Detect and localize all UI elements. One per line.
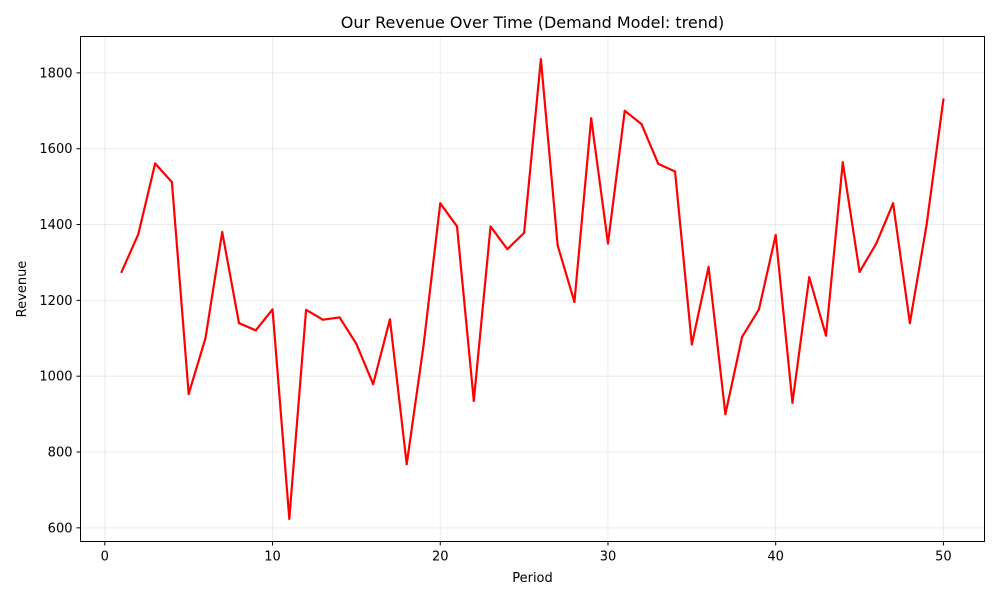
revenue-point xyxy=(154,162,157,165)
revenue-point xyxy=(707,265,710,269)
revenue-point xyxy=(908,322,911,325)
x-axis-label: Period xyxy=(512,571,553,586)
revenue-point xyxy=(640,122,643,126)
grid xyxy=(80,36,985,542)
revenue-point xyxy=(724,413,727,416)
x-tick-label: 20 xyxy=(432,550,449,565)
y-tick-label: 1400 xyxy=(39,218,72,233)
revenue-point xyxy=(137,232,140,236)
revenue-point xyxy=(875,242,878,245)
revenue-point xyxy=(841,161,844,164)
x-axis: 0 10 20 30 40 50 xyxy=(101,541,952,565)
revenue-point xyxy=(523,231,526,234)
revenue-point xyxy=(858,270,861,274)
revenue-point xyxy=(925,223,928,226)
revenue-point xyxy=(422,344,425,347)
revenue-point xyxy=(573,300,576,303)
revenue-point xyxy=(472,399,475,402)
revenue-point xyxy=(237,322,241,325)
revenue-point xyxy=(338,316,341,319)
y-tick-label: 600 xyxy=(48,521,73,536)
revenue-point xyxy=(757,308,761,311)
revenue-point xyxy=(673,170,677,173)
revenue-point xyxy=(590,117,593,120)
y-axis: 600 800 1000 1200 1400 1600 1800 xyxy=(39,66,81,536)
revenue-point xyxy=(657,162,660,165)
revenue-point xyxy=(271,308,274,311)
revenue-point xyxy=(321,318,324,321)
revenue-point xyxy=(304,308,308,311)
y-tick-label: 1800 xyxy=(39,66,72,81)
x-tick-label: 30 xyxy=(600,550,617,565)
revenue-point xyxy=(187,392,190,396)
revenue-point xyxy=(221,231,224,234)
revenue-point xyxy=(556,244,559,247)
y-tick-label: 1000 xyxy=(39,370,72,385)
revenue-point xyxy=(405,463,408,466)
x-tick-label: 10 xyxy=(264,550,281,565)
y-tick-label: 1200 xyxy=(39,294,72,309)
revenue-point xyxy=(690,343,693,346)
y-tick-label: 1600 xyxy=(39,142,72,157)
plot-area-frame xyxy=(80,36,985,542)
x-tick-label: 0 xyxy=(101,550,109,565)
revenue-point xyxy=(372,383,375,386)
revenue-point xyxy=(741,335,744,338)
revenue-point xyxy=(506,248,509,251)
revenue-point xyxy=(774,234,777,237)
revenue-series-line xyxy=(120,58,945,520)
y-axis-label: Revenue xyxy=(15,261,30,318)
revenue-point xyxy=(539,58,542,61)
revenue-point xyxy=(891,202,895,205)
revenue-point xyxy=(355,342,358,346)
chart-title: Our Revenue Over Time (Demand Model: tre… xyxy=(341,13,725,32)
revenue-point xyxy=(606,242,610,245)
revenue-point xyxy=(824,334,828,337)
revenue-point xyxy=(388,318,392,321)
revenue-point xyxy=(489,225,492,228)
x-tick-label: 40 xyxy=(767,550,784,565)
revenue-point xyxy=(808,276,811,279)
revenue-point xyxy=(623,109,626,112)
series-layer xyxy=(120,58,945,520)
x-tick-label: 50 xyxy=(935,550,952,565)
revenue-point xyxy=(439,202,442,205)
y-tick-label: 800 xyxy=(48,446,73,461)
revenue-point xyxy=(254,329,257,332)
revenue-point xyxy=(204,337,207,340)
revenue-point xyxy=(170,180,174,184)
revenue-point xyxy=(120,270,123,274)
revenue-point xyxy=(791,401,794,404)
revenue-point xyxy=(455,225,459,228)
revenue-point xyxy=(942,98,945,101)
revenue-point xyxy=(288,517,291,520)
